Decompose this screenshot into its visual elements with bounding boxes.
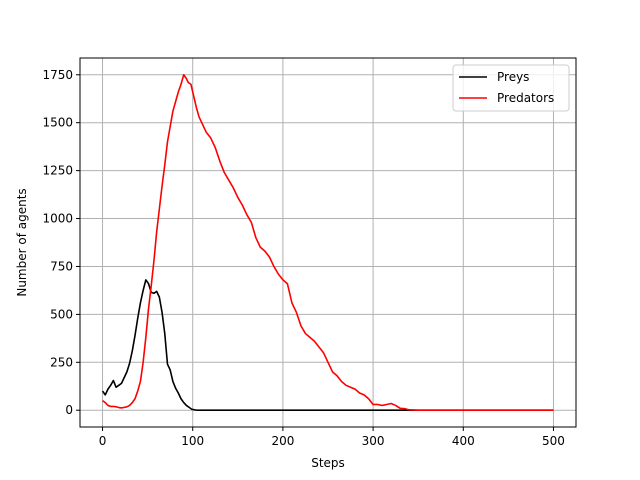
grid [80, 58, 576, 427]
y-tick-label: 1250 [42, 164, 73, 178]
y-tick-label: 1500 [42, 116, 73, 130]
legend-label-predators: Predators [497, 91, 554, 105]
y-tick-label: 500 [50, 307, 73, 321]
y-tick-label: 1000 [42, 212, 73, 226]
series-layer [101, 73, 554, 412]
y-tick-label: 1750 [42, 68, 73, 82]
x-tick-label: 200 [271, 434, 294, 448]
x-tick-label: 300 [362, 434, 385, 448]
plot-frame [79, 57, 577, 428]
x-tick-label: 400 [452, 434, 475, 448]
legend: Preys Predators [452, 64, 570, 112]
x-axis-label: Steps [311, 456, 345, 470]
y-tick-label: 0 [65, 403, 73, 417]
ticks: 0 100 200 300 400 500 0 250 500 750 1000 1250 1500 17… [42, 68, 564, 448]
series-line-predators [102, 73, 554, 412]
x-tick-label: 100 [181, 434, 204, 448]
y-axis-label: Number of agents [15, 188, 29, 296]
x-tick-label: 500 [542, 434, 565, 448]
x-tick-label: 0 [99, 434, 107, 448]
legend-label-preys: Preys [497, 70, 529, 84]
y-tick-label: 750 [50, 259, 73, 273]
series-line-preys [101, 279, 554, 412]
y-tick-label: 250 [50, 355, 73, 369]
